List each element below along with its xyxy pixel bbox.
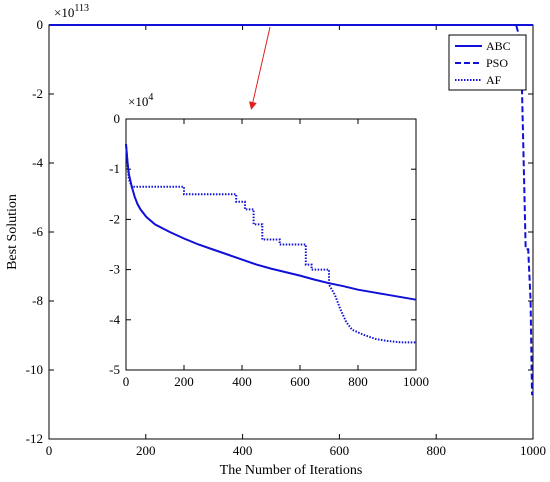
inset-x-tick-label: 1000 bbox=[403, 374, 429, 389]
inset-x-tick-label: 400 bbox=[232, 374, 252, 389]
main-x-tick-label: 800 bbox=[426, 443, 446, 458]
inset-y-tick-label: -5 bbox=[109, 362, 120, 377]
main-exponent-power: 113 bbox=[74, 3, 89, 14]
main-lines bbox=[49, 24, 533, 396]
main-y-tick-label: 0 bbox=[37, 17, 44, 32]
inset-y-tick-label: 0 bbox=[114, 111, 121, 126]
inset-x-tick-label: 0 bbox=[123, 374, 130, 389]
main-series-pso bbox=[49, 24, 533, 396]
main-y-tick-label: -10 bbox=[26, 362, 43, 377]
inset-y-tick-label: -3 bbox=[109, 262, 120, 277]
main-y-tick-label: -2 bbox=[32, 86, 43, 101]
inset-series-af bbox=[125, 144, 416, 344]
inset-exponent: ×104 bbox=[128, 92, 153, 109]
inset-exponent-base: ×10 bbox=[128, 94, 148, 109]
main-exponent-base: ×10 bbox=[54, 5, 74, 20]
main-x-tick-label: 600 bbox=[330, 443, 350, 458]
inset-lines bbox=[125, 144, 417, 344]
main-y-tick-label: -4 bbox=[32, 155, 43, 170]
main-exponent: ×10113 bbox=[54, 3, 89, 20]
inset-x-tick-label: 200 bbox=[174, 374, 194, 389]
main-y-axis-label: Best Solution bbox=[5, 194, 20, 270]
inset-x-tick-label: 600 bbox=[290, 374, 310, 389]
main-y-tick-label: -6 bbox=[32, 224, 43, 239]
inset-x-tick-label: 800 bbox=[348, 374, 368, 389]
legend-label-abc: ABC bbox=[486, 39, 511, 53]
inset-y-tick-label: -2 bbox=[109, 211, 120, 226]
legend-label-pso: PSO bbox=[486, 56, 508, 70]
inset-y-tick-label: -1 bbox=[109, 161, 120, 176]
inset-exponent-power: 4 bbox=[148, 92, 153, 103]
legend-label-af: AF bbox=[486, 73, 502, 87]
inset-series-abc bbox=[125, 144, 417, 301]
main-x-tick-label: 400 bbox=[233, 443, 253, 458]
inset-plot-frame bbox=[125, 118, 417, 371]
main-x-tick-label: 0 bbox=[46, 443, 53, 458]
inset-y-tick-label: -4 bbox=[109, 312, 120, 327]
main-y-tick-label: -8 bbox=[32, 293, 43, 308]
zoom-arrow bbox=[248, 26, 271, 110]
legend: ABC PSO AF bbox=[448, 34, 527, 91]
main-y-tick-label: -12 bbox=[26, 431, 43, 446]
main-x-tick-label: 1000 bbox=[520, 443, 546, 458]
inset-ticks: 0 200 400 600 800 1000 0 -1 -2 -3 -4 -5 bbox=[109, 111, 429, 389]
main-x-axis-label: The Number of Iterations bbox=[220, 463, 363, 478]
main-x-tick-label: 200 bbox=[136, 443, 156, 458]
